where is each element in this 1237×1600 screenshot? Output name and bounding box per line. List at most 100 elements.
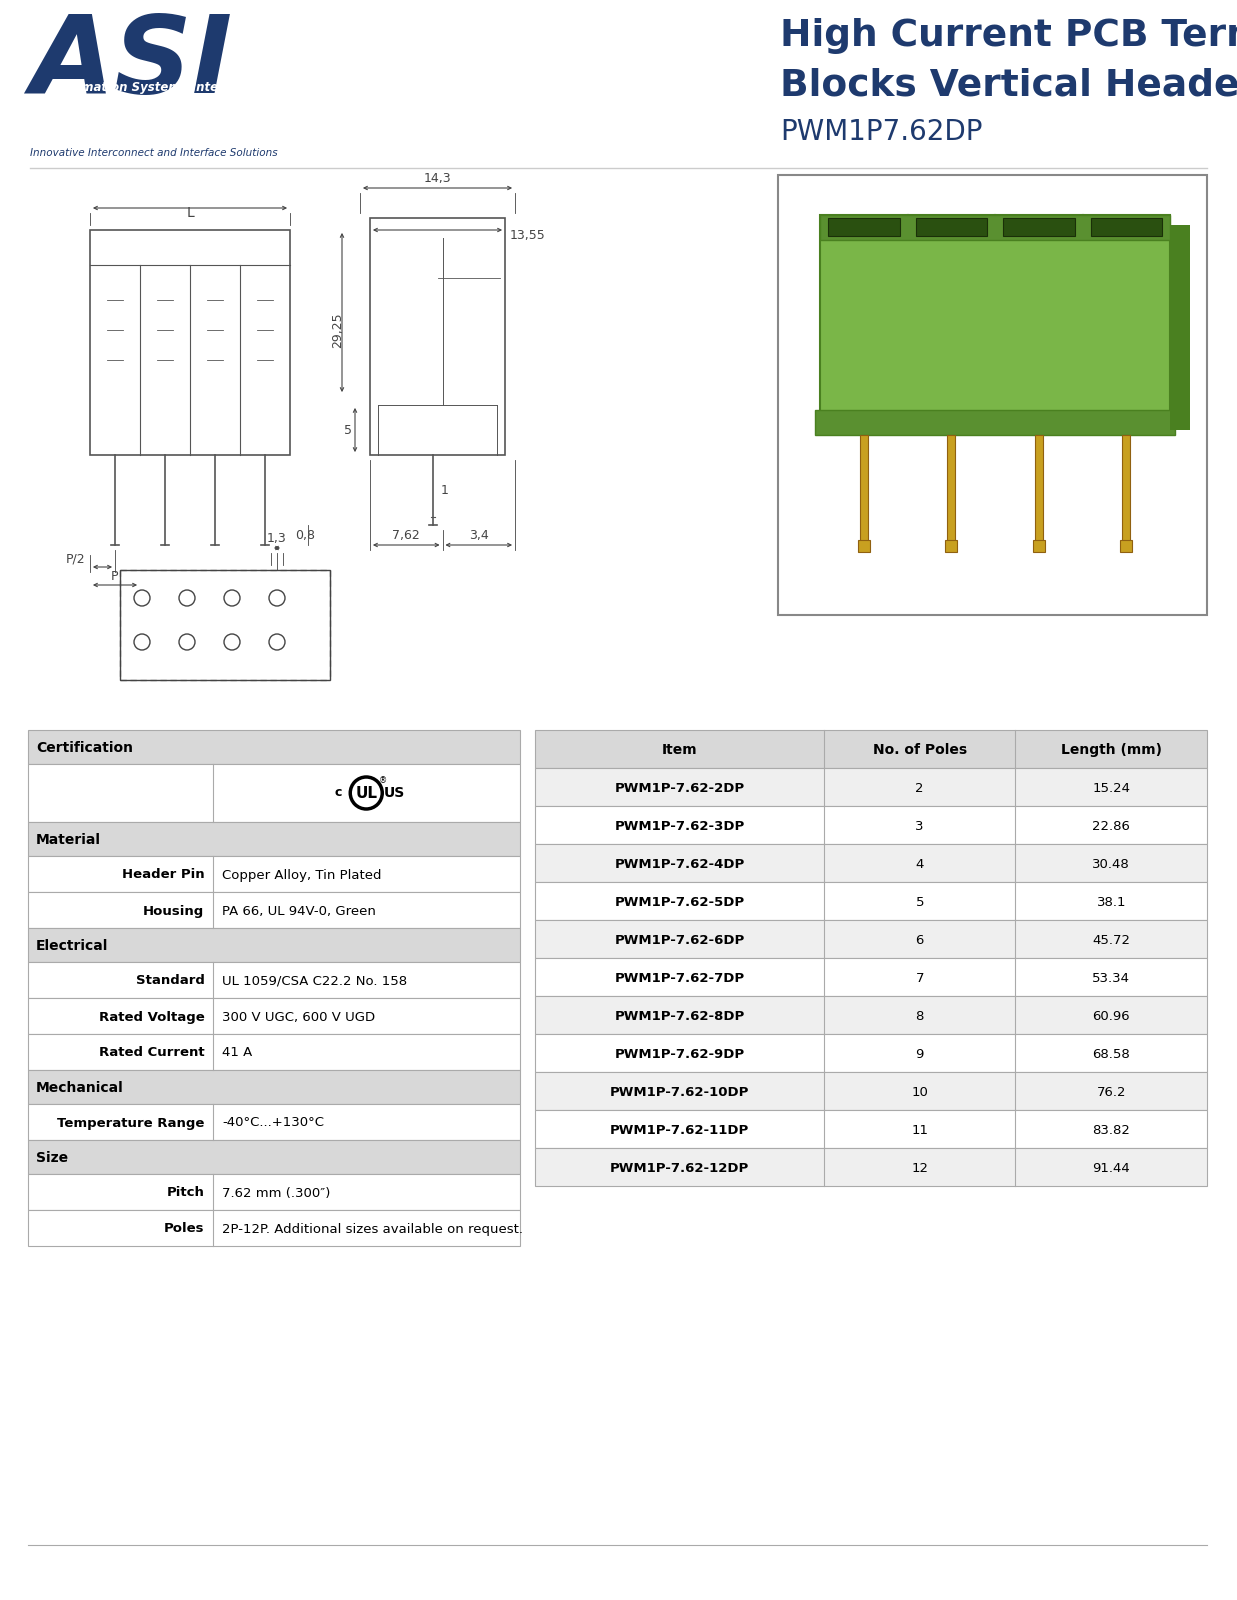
Text: US: US: [383, 786, 404, 800]
Text: 7,62: 7,62: [392, 530, 421, 542]
Text: PWM1P-7.62-12DP: PWM1P-7.62-12DP: [610, 1162, 750, 1174]
Text: Pitch: Pitch: [167, 1187, 204, 1200]
Text: PWM1P-7.62-9DP: PWM1P-7.62-9DP: [615, 1048, 745, 1061]
Bar: [534, 730, 1207, 768]
Text: 3: 3: [915, 819, 924, 832]
Text: No. of Poles: No. of Poles: [872, 742, 967, 757]
Bar: [915, 218, 987, 235]
Text: Automation Systems Interconnect, Inc: Automation Systems Interconnect, Inc: [51, 82, 306, 94]
Text: 14,3: 14,3: [424, 171, 452, 186]
Bar: [945, 541, 957, 552]
Text: PWM1P-7.62-7DP: PWM1P-7.62-7DP: [615, 971, 745, 984]
Text: c: c: [334, 787, 341, 800]
Text: PWM1P7.62DP: PWM1P7.62DP: [781, 118, 982, 146]
Bar: [28, 1034, 520, 1070]
Text: 83.82: 83.82: [1092, 1123, 1131, 1136]
Text: PWM1P-7.62-10DP: PWM1P-7.62-10DP: [610, 1085, 750, 1099]
Bar: [28, 893, 520, 928]
Bar: [1034, 435, 1043, 546]
Bar: [534, 1149, 1207, 1186]
Text: Material: Material: [36, 834, 101, 846]
Text: 1: 1: [440, 483, 448, 496]
Text: 53.34: 53.34: [1092, 971, 1131, 984]
Text: UL: UL: [355, 786, 377, 800]
Bar: [820, 214, 1170, 240]
Bar: [534, 845, 1207, 882]
Bar: [534, 1072, 1207, 1110]
Text: 5: 5: [915, 896, 924, 909]
Bar: [28, 1139, 520, 1174]
Text: 68.58: 68.58: [1092, 1048, 1131, 1061]
Text: High Current PCB Terminal: High Current PCB Terminal: [781, 18, 1237, 54]
Text: 7: 7: [915, 971, 924, 984]
Text: Copper Alloy, Tin Plated: Copper Alloy, Tin Plated: [223, 869, 382, 882]
Text: Standard: Standard: [136, 974, 204, 987]
Bar: [370, 218, 505, 454]
Text: 45.72: 45.72: [1092, 933, 1131, 947]
Text: 10: 10: [912, 1085, 928, 1099]
Bar: [28, 1104, 520, 1139]
Text: PWM1P-7.62-11DP: PWM1P-7.62-11DP: [610, 1123, 750, 1136]
Text: 15.24: 15.24: [1092, 781, 1131, 795]
Bar: [1121, 541, 1132, 552]
Text: Item: Item: [662, 742, 698, 757]
Text: 29,25: 29,25: [332, 312, 344, 349]
Text: ®: ®: [379, 776, 387, 786]
Text: 9: 9: [915, 1048, 924, 1061]
Bar: [28, 822, 520, 856]
Bar: [28, 962, 520, 998]
Text: 5: 5: [344, 424, 353, 437]
Bar: [28, 730, 520, 765]
Text: ASI: ASI: [30, 10, 233, 117]
Bar: [90, 230, 289, 454]
Bar: [860, 435, 867, 546]
Bar: [534, 768, 1207, 806]
Text: Temperature Range: Temperature Range: [57, 1117, 204, 1130]
Bar: [28, 1210, 520, 1246]
Text: 8: 8: [915, 1010, 924, 1022]
Text: 7.62 mm (.300″): 7.62 mm (.300″): [223, 1187, 330, 1200]
Text: 300 V UGC, 600 V UGD: 300 V UGC, 600 V UGD: [223, 1011, 376, 1024]
Bar: [28, 856, 520, 893]
Bar: [534, 806, 1207, 845]
Bar: [815, 410, 1175, 435]
Text: Header Pin: Header Pin: [122, 869, 204, 882]
Text: 12: 12: [912, 1162, 928, 1174]
Text: 4: 4: [915, 858, 924, 870]
Text: PWM1P-7.62-4DP: PWM1P-7.62-4DP: [615, 858, 745, 870]
Text: Poles: Poles: [165, 1222, 204, 1235]
Bar: [534, 958, 1207, 995]
Text: 30.48: 30.48: [1092, 858, 1131, 870]
Bar: [948, 435, 955, 546]
Text: PWM1P-7.62-5DP: PWM1P-7.62-5DP: [615, 896, 745, 909]
Text: PA 66, UL 94V-0, Green: PA 66, UL 94V-0, Green: [223, 904, 376, 917]
Bar: [1033, 541, 1045, 552]
Bar: [534, 995, 1207, 1034]
Text: PWM1P-7.62-3DP: PWM1P-7.62-3DP: [615, 819, 745, 832]
Text: 11: 11: [912, 1123, 928, 1136]
Bar: [28, 765, 520, 822]
Text: 3,4: 3,4: [469, 530, 489, 542]
Bar: [1003, 218, 1075, 235]
Text: Electrical: Electrical: [36, 939, 109, 954]
Text: 2P-12P. Additional sizes available on request.: 2P-12P. Additional sizes available on re…: [223, 1222, 523, 1235]
Bar: [28, 998, 520, 1034]
Text: Size: Size: [36, 1150, 68, 1165]
Text: Mechanical: Mechanical: [36, 1082, 124, 1094]
Bar: [120, 570, 330, 680]
Text: PWM1P-7.62-6DP: PWM1P-7.62-6DP: [615, 933, 745, 947]
Bar: [534, 1110, 1207, 1149]
Text: 60.96: 60.96: [1092, 1010, 1131, 1022]
Bar: [778, 174, 1207, 614]
Text: 1,3: 1,3: [267, 531, 287, 546]
Text: Housing: Housing: [143, 904, 204, 917]
Text: 13,55: 13,55: [510, 229, 546, 242]
Text: 38.1: 38.1: [1096, 896, 1126, 909]
Text: Innovative Interconnect and Interface Solutions: Innovative Interconnect and Interface So…: [30, 149, 277, 158]
Text: UL 1059/CSA C22.2 No. 158: UL 1059/CSA C22.2 No. 158: [223, 974, 408, 987]
Text: PWM1P-7.62-8DP: PWM1P-7.62-8DP: [615, 1010, 745, 1022]
Bar: [534, 1034, 1207, 1072]
Text: 22.86: 22.86: [1092, 819, 1131, 832]
Text: Blocks Vertical Header: Blocks Vertical Header: [781, 67, 1237, 104]
Bar: [820, 214, 1170, 430]
